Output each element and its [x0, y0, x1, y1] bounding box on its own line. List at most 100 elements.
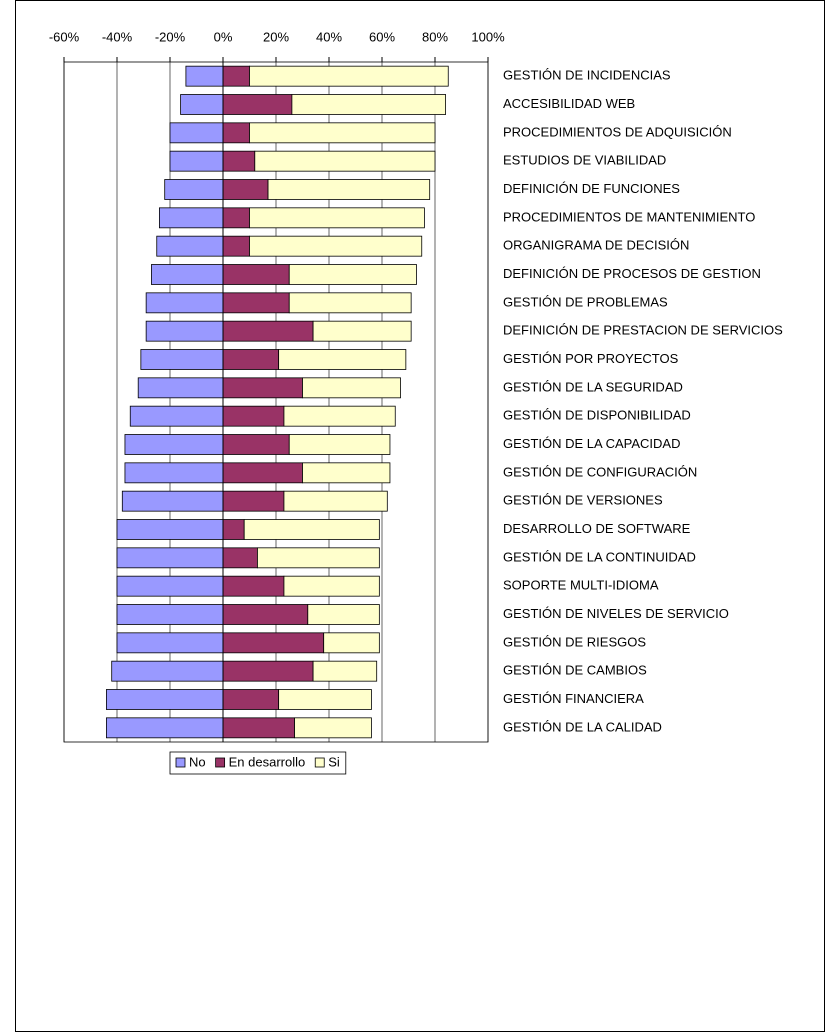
- bar: [249, 207, 425, 229]
- bar: [222, 434, 290, 455]
- bar: [222, 632, 325, 654]
- bar: [278, 689, 372, 710]
- category-label: GESTIÓN DE PROBLEMAS: [503, 294, 668, 309]
- bar: [249, 235, 423, 257]
- bar: [222, 575, 285, 597]
- category-label: GESTIÓN POR PROYECTOS: [503, 351, 679, 366]
- legend-label: En desarrollo: [229, 754, 306, 769]
- bar: [257, 547, 380, 569]
- x-tick-label: 100%: [471, 29, 505, 44]
- legend-swatch: [314, 757, 325, 768]
- plot-frame: [63, 61, 489, 743]
- category-label: DEFINICIÓN DE FUNCIONES: [503, 181, 680, 196]
- legend-box: [169, 751, 347, 775]
- bar: [312, 660, 378, 682]
- x-tick-label: 40%: [316, 29, 342, 44]
- bar: [278, 349, 407, 370]
- bar: [222, 604, 309, 625]
- category-label: GESTIÓN DE LA SEGURIDAD: [503, 379, 683, 394]
- category-label: DEFINICIÓN DE PROCESOS DE GESTION: [503, 266, 761, 281]
- category-label: ACCESIBILIDAD WEB: [503, 96, 635, 111]
- bar: [222, 179, 269, 200]
- legend: No En desarrollo Si: [169, 751, 347, 775]
- bar: [243, 519, 380, 540]
- bar: [222, 94, 293, 115]
- x-tick-label: -60%: [49, 29, 80, 44]
- bar: [111, 660, 224, 682]
- bar: [156, 235, 224, 257]
- bar: [222, 349, 280, 370]
- bar: [121, 490, 224, 512]
- legend-label: No: [189, 754, 206, 769]
- bar: [129, 405, 224, 427]
- category-label: ESTUDIOS DE VIABILIDAD: [503, 153, 666, 168]
- x-tick-label: -40%: [102, 29, 133, 44]
- bar: [283, 405, 396, 427]
- category-label: GESTIÓN DE RIESGOS: [503, 634, 646, 649]
- bar: [288, 292, 412, 314]
- bar: [116, 519, 224, 540]
- bar: [164, 179, 224, 200]
- x-tick-label: 80%: [422, 29, 448, 44]
- bar: [302, 377, 401, 399]
- legend-label: Si: [328, 754, 340, 769]
- bar: [283, 575, 380, 597]
- category-label: GESTIÓN DE NIVELES DE SERVICIO: [503, 606, 729, 621]
- bar: [222, 462, 303, 484]
- x-tick-label: -20%: [155, 29, 186, 44]
- category-label: SOPORTE MULTI-IDIOMA: [503, 578, 659, 593]
- bar: [222, 547, 258, 569]
- bar: [145, 292, 224, 314]
- bar: [222, 689, 280, 710]
- bar: [140, 349, 224, 370]
- category-label: DEFINICIÓN DE PRESTACION DE SERVICIOS: [503, 323, 783, 338]
- x-tick-label: 60%: [369, 29, 395, 44]
- category-label: GESTIÓN DE CONFIGURACIÓN: [503, 464, 697, 479]
- bar: [222, 377, 303, 399]
- bar: [222, 122, 250, 144]
- bar: [145, 320, 224, 342]
- bar: [267, 179, 431, 200]
- bar: [169, 122, 224, 144]
- bar: [106, 689, 224, 710]
- bar: [106, 717, 224, 739]
- chart-border: [15, 0, 825, 1032]
- category-label: DESARROLLO DE SOFTWARE: [503, 521, 691, 536]
- bar: [169, 150, 224, 172]
- bar: [151, 264, 224, 285]
- category-label: GESTIÓN DE DISPONIBILIDAD: [503, 408, 691, 423]
- bar: [116, 632, 224, 654]
- bar: [116, 547, 224, 569]
- legend-swatch: [215, 757, 226, 768]
- category-label: GESTIÓN DE LA CALIDAD: [503, 719, 662, 734]
- bar: [291, 94, 446, 115]
- bar: [158, 207, 224, 229]
- bar: [222, 405, 285, 427]
- bar: [124, 462, 224, 484]
- bar: [222, 660, 314, 682]
- category-label: GESTIÓN FINANCIERA: [503, 691, 644, 706]
- x-tick-label: 20%: [263, 29, 289, 44]
- category-label: GESTIÓN DE CAMBIOS: [503, 663, 647, 678]
- category-label: GESTIÓN DE INCIDENCIAS: [503, 68, 671, 83]
- bar: [302, 462, 391, 484]
- bar: [222, 264, 290, 285]
- bar: [288, 264, 417, 285]
- bar: [116, 604, 224, 625]
- bar: [294, 717, 372, 739]
- bar: [307, 604, 380, 625]
- bar: [283, 490, 388, 512]
- bar: [254, 150, 436, 172]
- bar: [323, 632, 380, 654]
- bar: [288, 434, 391, 455]
- bar: [249, 122, 436, 144]
- bar: [222, 150, 256, 172]
- category-label: PROCEDIMIENTOS DE MANTENIMIENTO: [503, 209, 755, 224]
- legend-swatch: [175, 757, 186, 768]
- bar: [222, 717, 295, 739]
- bar: [185, 65, 224, 87]
- category-label: GESTIÓN DE LA CONTINUIDAD: [503, 549, 696, 564]
- bar: [249, 65, 449, 87]
- x-tick-label: 0%: [214, 29, 233, 44]
